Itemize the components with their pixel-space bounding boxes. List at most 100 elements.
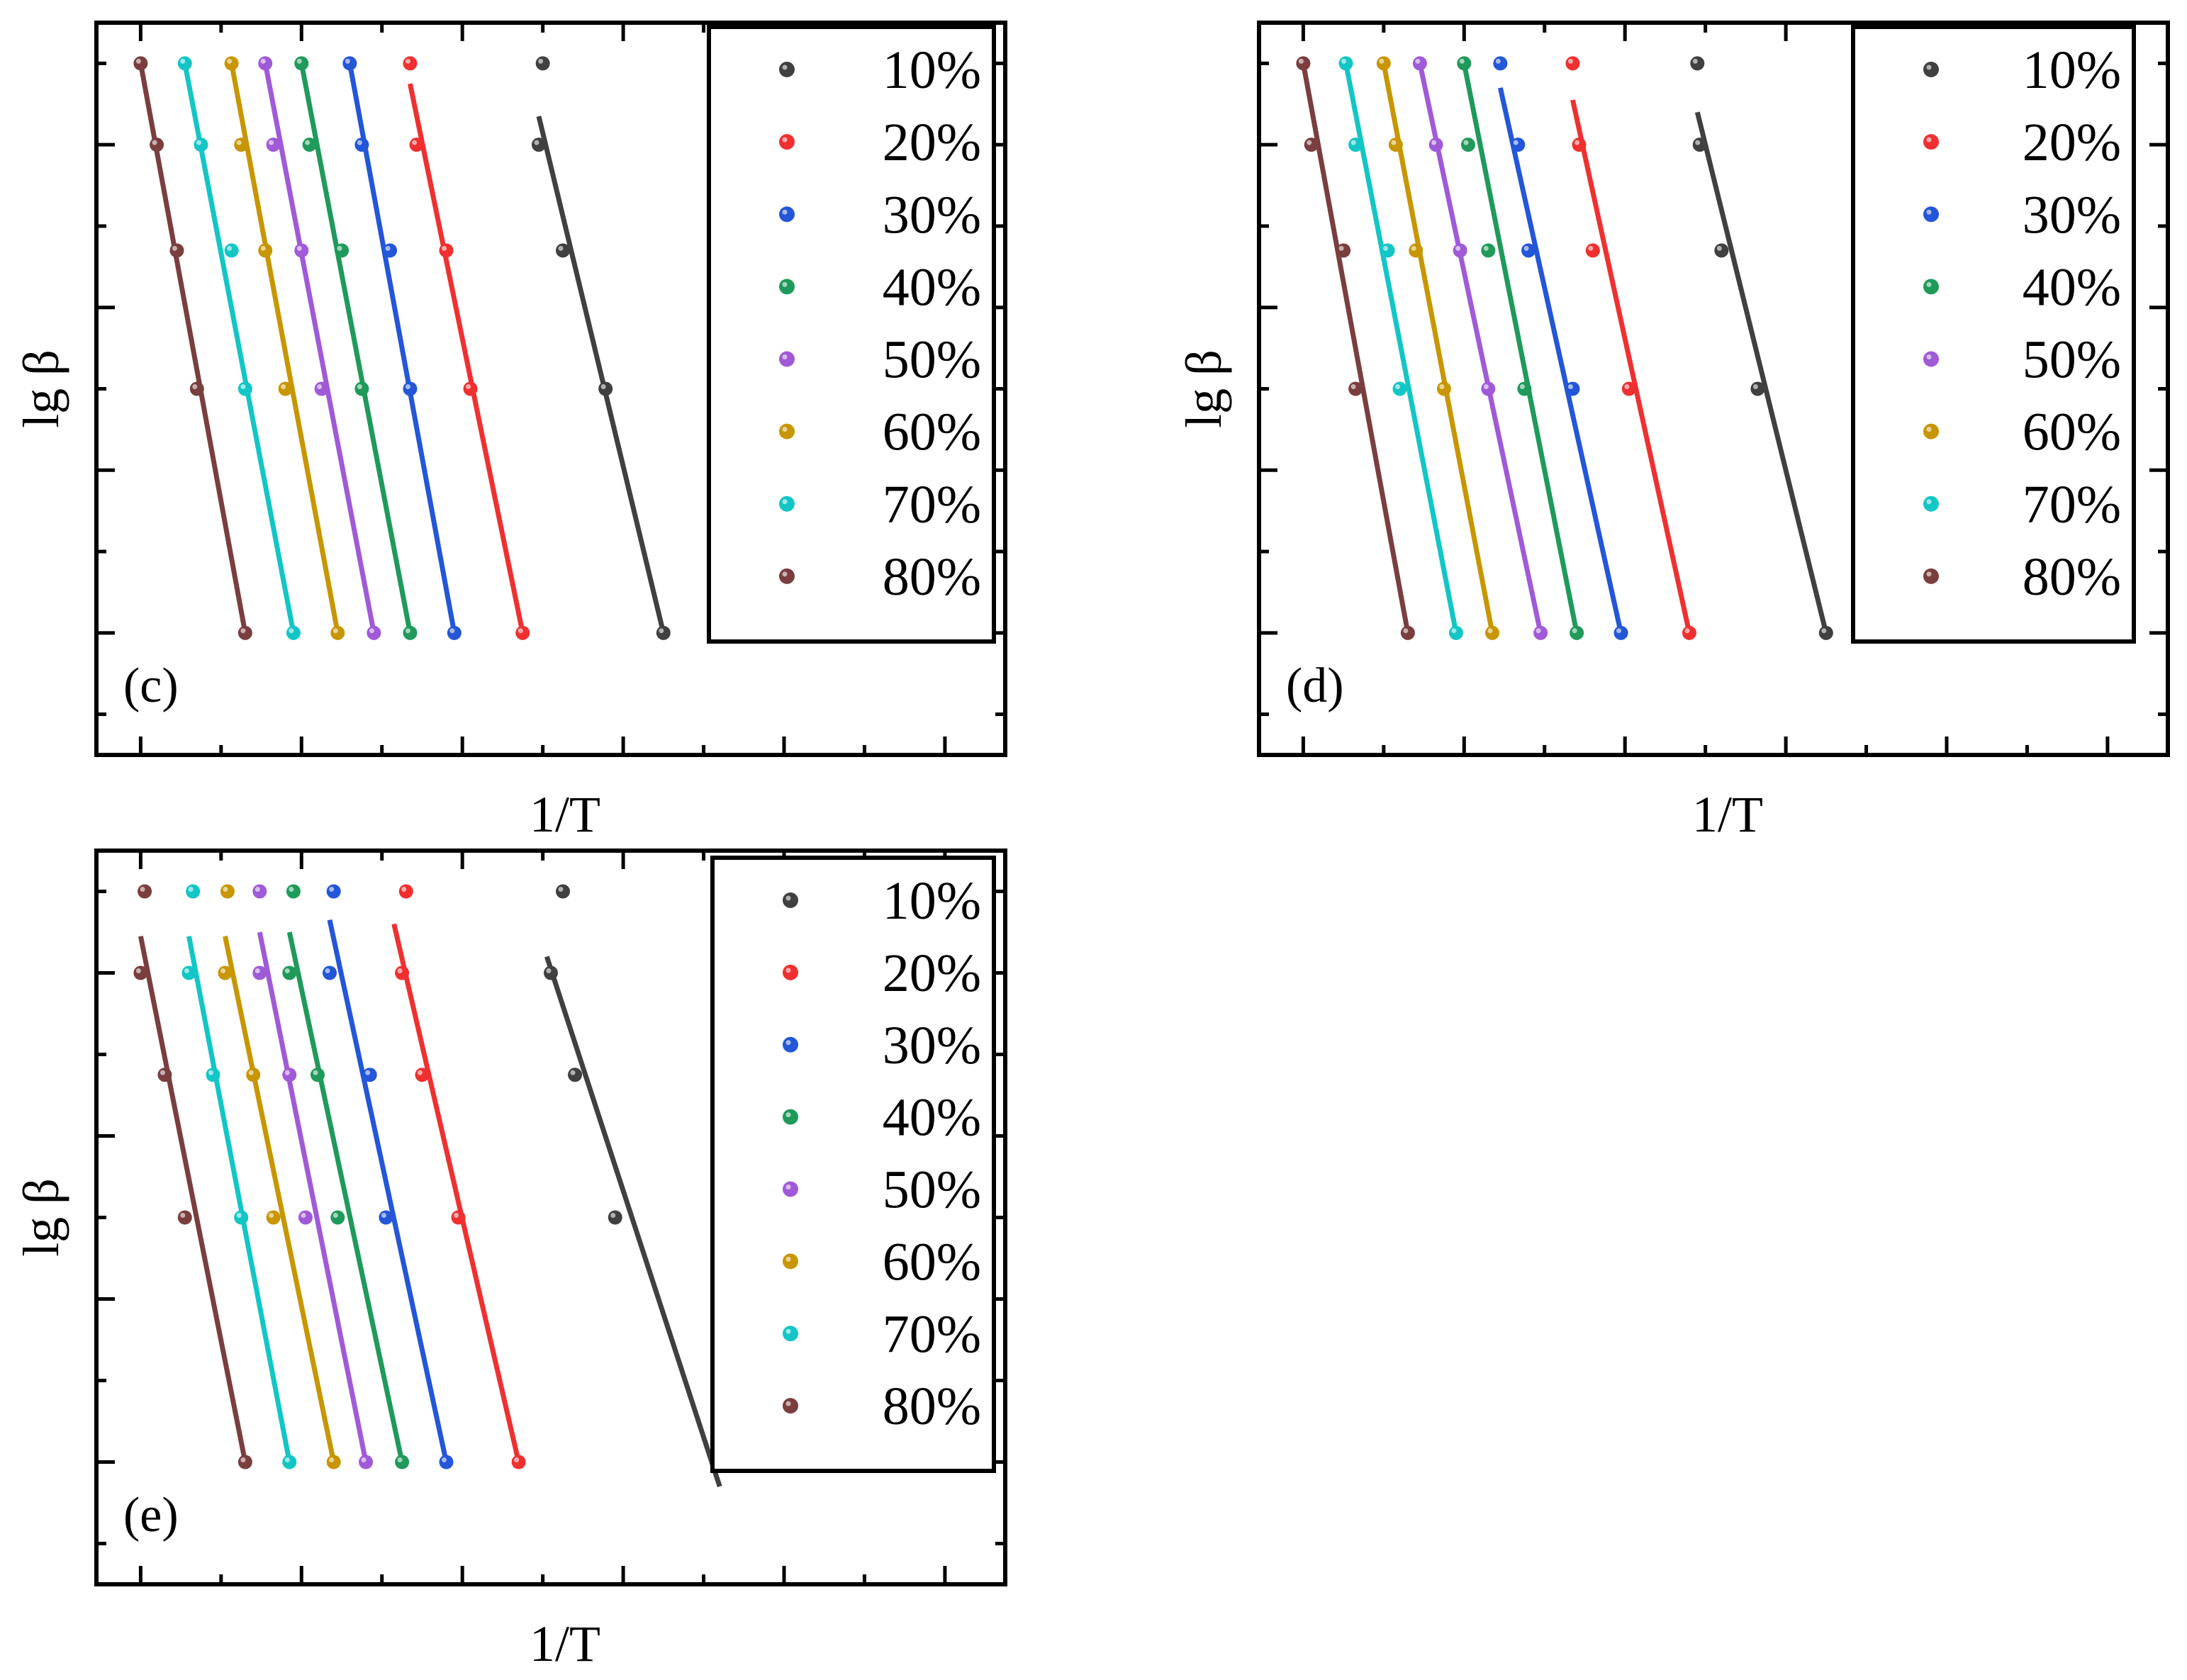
legend-marker (1923, 279, 1939, 295)
data-point-highlight (236, 1213, 242, 1218)
data-point (1400, 625, 1415, 640)
fit-line (1694, 111, 1829, 634)
data-point-highlight (1716, 245, 1722, 251)
legend-marker-highlight (785, 895, 791, 901)
legend-marker-highlight (782, 281, 788, 287)
data-point (294, 243, 309, 258)
legend-marker (779, 206, 795, 223)
series-60-percent (1376, 56, 1500, 640)
data-point-highlight (196, 140, 201, 145)
x-axis-label: 1/T (530, 1615, 600, 1672)
data-point-highlight (255, 887, 260, 892)
data-point (1714, 243, 1729, 258)
data-point-highlight (1391, 140, 1397, 145)
data-point-highlight (454, 1213, 459, 1218)
data-point (1336, 243, 1351, 258)
legend-marker-highlight (782, 137, 788, 142)
data-point-highlight (570, 1070, 576, 1075)
legend: 10% 20% 30% 40% 50% 60% 70% 80% (710, 856, 996, 1473)
legend-marker-highlight (1926, 137, 1932, 142)
data-point (169, 243, 184, 258)
data-point (1621, 381, 1636, 396)
data-point (1565, 56, 1580, 71)
data-point (252, 884, 267, 899)
data-point-highlight (518, 628, 523, 634)
data-point-highlight (1298, 58, 1304, 64)
series-80-percent (133, 884, 252, 1469)
data-point (252, 965, 267, 980)
data-point-highlight (546, 968, 552, 973)
data-point-highlight (397, 1457, 403, 1462)
legend-marker-highlight (785, 1401, 791, 1406)
data-point-highlight (1519, 384, 1525, 389)
data-point-highlight (1379, 58, 1385, 64)
fit-line (138, 936, 248, 1463)
data-point-highlight (357, 140, 362, 145)
legend-marker-highlight (782, 65, 788, 70)
data-point-highlight (325, 968, 330, 973)
data-point (1481, 243, 1496, 258)
data-point (1511, 138, 1526, 152)
data-point (515, 625, 530, 640)
fit-line (1461, 62, 1579, 634)
data-point-highlight (1338, 245, 1344, 251)
data-point-highlight (385, 245, 391, 251)
series-70-percent (177, 56, 301, 640)
legend-marker (783, 1326, 798, 1342)
legend-label: 80% (883, 1377, 981, 1436)
data-point (367, 625, 381, 640)
series-30-percent (1493, 56, 1628, 640)
data-point-highlight (172, 245, 177, 251)
data-point (463, 381, 478, 396)
data-point (1457, 56, 1472, 71)
data-point (1692, 138, 1707, 152)
data-point (237, 381, 252, 396)
data-point-highlight (1567, 384, 1573, 389)
data-point-highlight (305, 140, 311, 145)
legend-label: 70% (2023, 475, 2121, 534)
fit-line (138, 62, 248, 634)
data-point (531, 138, 546, 152)
data-point-highlight (1752, 384, 1758, 389)
data-point (354, 381, 369, 396)
data-point-highlight (1451, 628, 1457, 634)
legend-box (710, 856, 996, 1473)
data-point (224, 243, 239, 258)
data-point (1682, 625, 1696, 640)
legend-marker-highlight (782, 354, 788, 359)
legend: 10% 20% 30% 40% 50% 60% 70% 80% (1851, 25, 2136, 644)
data-point-highlight (534, 140, 539, 145)
legend-label: 30% (2023, 185, 2121, 245)
legend-label: 70% (883, 475, 981, 534)
data-point-highlight (296, 245, 302, 251)
legend-marker-highlight (782, 571, 788, 577)
legend-marker (779, 134, 795, 150)
data-point (439, 243, 454, 258)
data-point-highlight (442, 1457, 447, 1462)
legend-marker-highlight (785, 968, 791, 973)
data-point (354, 138, 369, 152)
data-point (439, 1455, 454, 1469)
data-point-highlight (369, 628, 374, 634)
data-point-highlight (240, 628, 246, 634)
data-point (1572, 138, 1587, 152)
data-point-highlight (337, 245, 342, 251)
legend-label: 10% (883, 871, 981, 931)
data-point (415, 1068, 430, 1082)
data-point (177, 56, 192, 71)
data-point-highlight (1495, 58, 1501, 64)
series-30-percent (323, 884, 454, 1469)
data-point-highlight (401, 887, 407, 892)
data-point (133, 965, 148, 980)
legend-marker (783, 1181, 798, 1197)
data-point (286, 884, 301, 899)
data-point (314, 381, 329, 396)
data-point (1493, 56, 1508, 71)
data-point (220, 884, 235, 899)
data-point (1453, 243, 1467, 258)
data-point-highlight (659, 628, 664, 634)
legend-marker (783, 1036, 798, 1053)
legend-label: 50% (883, 330, 981, 390)
legend-marker (779, 351, 795, 367)
panel-label: (e) (123, 1488, 179, 1542)
